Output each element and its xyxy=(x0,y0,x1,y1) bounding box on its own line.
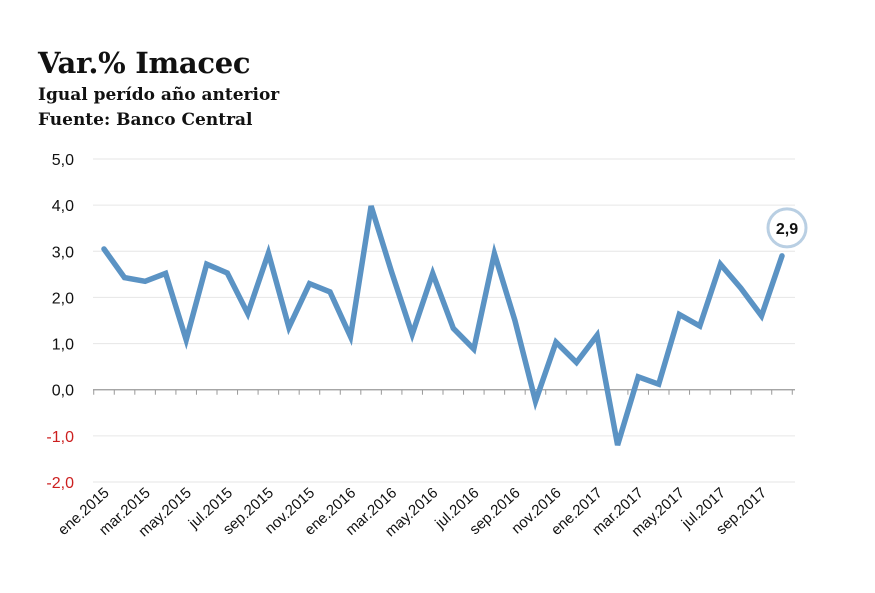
data-point xyxy=(677,312,682,317)
x-axis xyxy=(93,389,795,395)
series-line xyxy=(101,205,785,446)
data-point xyxy=(184,337,189,342)
data-point xyxy=(225,270,230,275)
data-point xyxy=(389,270,394,275)
data-point xyxy=(245,311,250,316)
y-tick-label: 0,0 xyxy=(52,383,74,400)
data-point xyxy=(307,281,312,286)
data-point xyxy=(533,399,538,404)
data-point xyxy=(471,347,476,352)
last-value-label: 2,9 xyxy=(776,221,798,238)
data-point xyxy=(369,204,374,209)
data-point xyxy=(759,313,764,318)
data-point xyxy=(102,246,107,251)
data-point xyxy=(656,382,661,387)
chart-subtitle: Igual perído año anterior xyxy=(38,85,280,105)
chart-title: Var.% Imacec xyxy=(38,46,251,80)
y-tick-label: -2,0 xyxy=(46,475,74,492)
data-point xyxy=(615,443,620,448)
data-point xyxy=(492,251,497,256)
data-point xyxy=(574,360,579,365)
data-point xyxy=(143,279,148,284)
data-point xyxy=(410,332,415,337)
annotation-layer: 2,9 xyxy=(766,207,808,249)
data-point xyxy=(430,271,435,276)
data-point xyxy=(780,253,785,258)
y-tick-label: -1,0 xyxy=(46,429,74,446)
data-point xyxy=(595,333,600,338)
y-tick-label: 1,0 xyxy=(52,337,74,354)
series-layer xyxy=(101,204,785,448)
chart-source: Fuente: Banco Central xyxy=(38,110,253,130)
y-axis-ticks: -2,0 -1,0 0,0 1,0 2,0 3,0 4,0 5,0 xyxy=(46,152,74,492)
y-tick-label: 4,0 xyxy=(52,198,74,215)
data-point xyxy=(636,374,641,379)
data-point xyxy=(348,334,353,339)
x-axis-ticks: ene.2015mar.2015may.2015jul.2015sep.2015… xyxy=(55,484,770,540)
y-tick-label: 2,0 xyxy=(52,290,74,307)
data-point xyxy=(738,286,743,291)
last-value-bubble xyxy=(766,207,808,249)
data-point xyxy=(122,275,127,280)
data-point xyxy=(204,262,209,267)
data-point xyxy=(163,271,168,276)
data-point xyxy=(512,318,517,323)
data-point xyxy=(697,324,702,329)
data-point xyxy=(266,251,271,256)
y-tick-label: 3,0 xyxy=(52,244,74,261)
data-point xyxy=(328,289,333,294)
data-point xyxy=(718,262,723,267)
y-tick-label: 5,0 xyxy=(52,152,74,169)
data-point xyxy=(554,340,559,345)
data-point xyxy=(286,325,291,330)
data-point xyxy=(451,326,456,331)
